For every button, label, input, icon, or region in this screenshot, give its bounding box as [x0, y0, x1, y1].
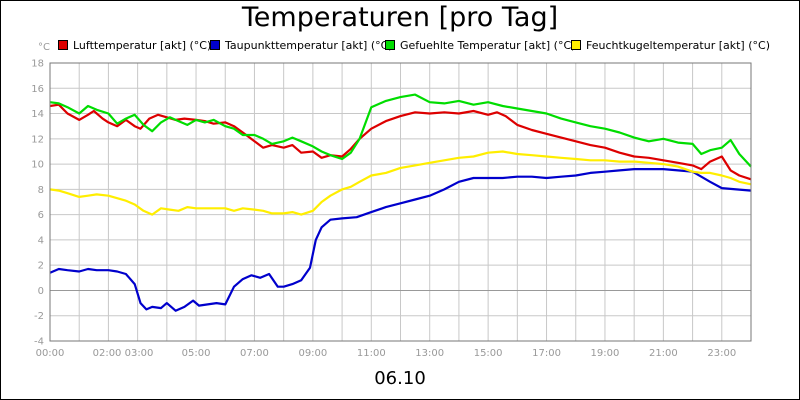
y-tick-label: 16	[31, 84, 44, 95]
y-tick-label: 10	[31, 160, 44, 171]
y-axis-unit: °C	[38, 42, 50, 53]
x-tick-label: 17:00	[532, 348, 561, 359]
series-line-0	[49, 103, 752, 181]
x-tick-label: 15:00	[474, 348, 503, 359]
y-tick-label: -4	[34, 337, 44, 348]
y-tick-label: 12	[31, 134, 44, 145]
plot-border	[49, 62, 752, 342]
y-tick-label: 0	[38, 286, 44, 297]
x-axis-caption: 06.10	[374, 368, 426, 389]
grid	[49, 62, 752, 342]
legend-item-taupunkttemperatur: Taupunkttemperatur [akt] (°C)	[210, 39, 393, 52]
y-tick-label: 2	[38, 261, 44, 272]
y-tick-label: 18	[31, 59, 44, 70]
axis-layer: -4 -2 0 2 4 6 8 10 12 14 16 18 00:00 02:00 03:00 05:00…	[31, 59, 752, 359]
legend-item-gefuehlte-temperatur: Gefuehlte Temperatur [akt] (°C)	[385, 39, 575, 52]
legend-label-feuchtkugeltemperatur: Feuchtkugeltemperatur [akt] (°C)	[586, 39, 770, 52]
legend-label-taupunkttemperatur: Taupunkttemperatur [akt] (°C)	[225, 39, 393, 52]
x-tick-label: 07:00	[240, 348, 269, 359]
y-tick-label: 8	[38, 185, 44, 196]
legend-swatch-taupunkttemperatur	[210, 40, 220, 50]
legend-swatch-feuchtkugeltemperatur	[571, 40, 581, 50]
y-tick-label: 14	[31, 109, 44, 120]
x-tick-label: 11:00	[357, 348, 386, 359]
x-tick-label: 21:00	[649, 348, 678, 359]
x-tick-label: 09:00	[298, 348, 327, 359]
x-tick-label: 05:00	[182, 348, 211, 359]
legend-label-gefuehlte-temperatur: Gefuehlte Temperatur [akt] (°C)	[400, 39, 576, 52]
chart-title: Temperaturen [pro Tag]	[241, 2, 559, 33]
y-tick-label: 6	[38, 210, 44, 221]
legend-swatch-gefuehlte-temperatur	[385, 40, 395, 50]
legend-item-lufttemperatur: Lufttemperatur [akt] (°C)	[58, 39, 211, 52]
series-line-2	[49, 93, 752, 168]
x-tick-label: 02:00 03:00	[93, 348, 154, 359]
x-tick-label: 23:00	[707, 348, 736, 359]
series-line-3	[49, 150, 752, 216]
legend-item-feuchtkugeltemperatur: Feuchtkugeltemperatur [akt] (°C)	[571, 39, 770, 52]
legend-swatch-lufttemperatur	[58, 40, 68, 50]
y-tick-label: 4	[38, 235, 44, 246]
y-tick-label: -2	[34, 311, 44, 322]
series-line-1	[49, 168, 752, 312]
x-tick-label: 19:00	[591, 348, 620, 359]
legend-label-lufttemperatur: Lufttemperatur [akt] (°C)	[73, 39, 212, 52]
chart-legend: Lufttemperatur [akt] (°C) Taupunkttemper…	[58, 39, 798, 53]
series-layer	[49, 93, 752, 312]
x-tick-label: 13:00	[415, 348, 444, 359]
x-tick-label: 00:00	[36, 348, 65, 359]
